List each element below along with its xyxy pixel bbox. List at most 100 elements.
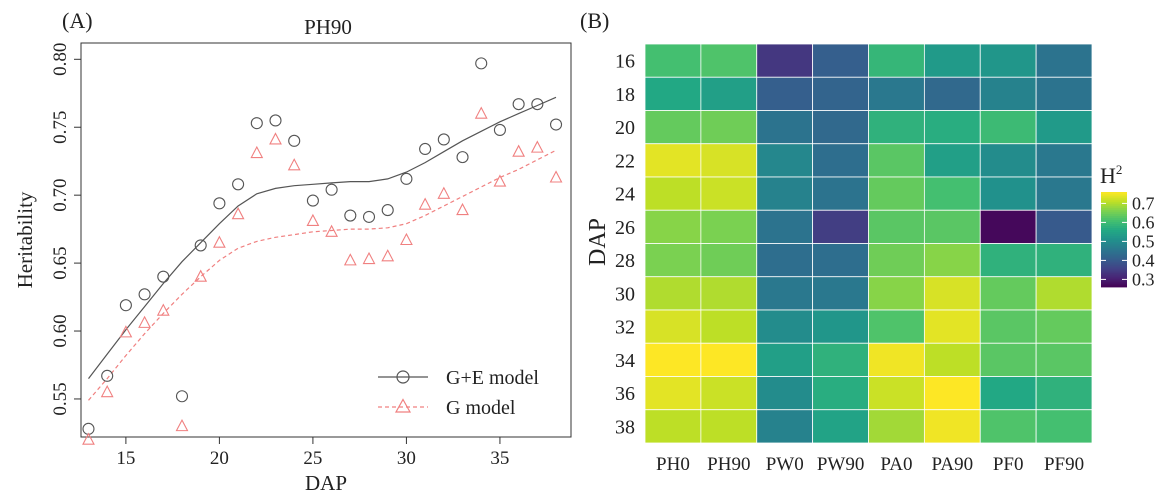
heatmap-cell	[700, 276, 758, 311]
panel-a-plot-frame	[80, 42, 572, 438]
heatmap-cell	[979, 376, 1037, 411]
data-point-circle	[119, 299, 132, 312]
heatmap-cell	[756, 43, 814, 78]
colorbar-segment	[1101, 243, 1127, 246]
data-point-triangle	[250, 145, 264, 159]
heatmap-cell	[644, 409, 702, 444]
heatmap-cell	[868, 376, 925, 411]
colorbar-segment	[1101, 225, 1127, 229]
heatmap-cell	[756, 176, 814, 211]
data-point-triangle	[325, 224, 339, 237]
data-point-triangle	[82, 432, 95, 445]
data-point-triangle	[156, 303, 170, 316]
heatmap-x-label: PW0	[766, 454, 804, 475]
colorbar-tick-label: 0.3	[1132, 269, 1155, 289]
colorbar-segment	[1101, 235, 1127, 238]
heatmap-cell	[923, 342, 981, 377]
colorbar-segment	[1101, 203, 1127, 207]
heatmap-cell	[1035, 76, 1093, 111]
data-point-circle	[549, 118, 563, 131]
panel-a-x-axis-label: DAP	[305, 471, 347, 495]
data-point-circle	[344, 209, 357, 222]
data-point-circle	[101, 369, 114, 382]
colorbar-segment	[1101, 221, 1127, 225]
heatmap-x-label: PA90	[932, 454, 974, 475]
panel-a-title: PH90	[304, 15, 352, 39]
heatmap-cell	[868, 76, 925, 111]
colorbar-segment	[1101, 267, 1127, 270]
panel-a-y-axis: 0.55 0.60 0.65 0.70 0.75 0.80	[50, 43, 81, 416]
heatmap-cell	[979, 409, 1037, 444]
heatmap-y-label: 34	[615, 350, 635, 372]
heatmap-cell	[868, 309, 925, 344]
colorbar-segment	[1101, 227, 1127, 231]
heatmap-cell	[644, 209, 702, 244]
colorbar-segment	[1101, 205, 1127, 209]
colorbar-segment	[1101, 233, 1127, 236]
legend-triangle-marker-icon	[394, 398, 412, 413]
colorbar-segment	[1101, 213, 1127, 217]
colorbar-segment	[1101, 255, 1127, 258]
heatmap-cell	[923, 276, 981, 311]
heatmap-cell	[1035, 276, 1093, 311]
data-point-circle	[493, 123, 506, 137]
heatmap-y-label: 24	[615, 184, 635, 206]
x-tick-label: 15	[116, 448, 135, 469]
heatmap-cell	[979, 143, 1037, 178]
colorbar-segment	[1101, 211, 1127, 215]
data-point-triangle	[512, 144, 526, 157]
smooth-line-circle	[88, 96, 557, 379]
colorbar-segment	[1101, 237, 1127, 240]
heatmap-cell	[868, 43, 925, 78]
heatmap-cell	[812, 143, 869, 178]
data-point-circle	[138, 288, 151, 301]
x-tick-label: 20	[210, 448, 229, 469]
heatmap-cell	[923, 143, 981, 178]
colorbar-segment	[1101, 275, 1127, 278]
heatmap-x-label: PA0	[880, 454, 912, 475]
legend-circle-marker-icon	[396, 370, 410, 384]
data-point-triangle	[100, 384, 114, 398]
colorbar-segment	[1101, 261, 1127, 264]
heatmap-cell	[923, 243, 981, 278]
heatmap-cell	[979, 342, 1037, 377]
data-point-circle	[288, 134, 301, 147]
colorbar-segment	[1101, 209, 1127, 213]
heatmap-cell	[700, 76, 758, 111]
heatmap-cell	[1035, 209, 1093, 244]
colorbar-segment	[1101, 241, 1127, 244]
legend-label-ge: G+E model	[446, 367, 539, 389]
data-point-triangle	[456, 202, 469, 216]
data-point-triangle	[212, 235, 226, 248]
x-tick-label: 25	[303, 448, 322, 469]
heatmap-cell	[700, 376, 758, 411]
panel-a-scatter-chart: (A) PH90 0.55 0.60 0.65 0.70 0.75 0.80 15 20 25…	[13, 8, 572, 495]
data-point-circle	[531, 98, 544, 111]
heatmap-x-label: PW90	[817, 454, 865, 475]
heatmap-cell	[644, 176, 702, 211]
heatmap-cell	[644, 110, 702, 145]
colorbar-segment	[1101, 257, 1127, 260]
heatmap-cell	[756, 342, 814, 377]
heatmap-cell	[979, 276, 1037, 311]
data-point-circle	[306, 194, 319, 207]
heatmap-cell	[812, 409, 869, 444]
heatmap-cell	[868, 209, 925, 244]
heatmap-y-label: 32	[615, 317, 635, 339]
data-point-circle	[437, 133, 450, 146]
heatmap-cell	[700, 342, 758, 377]
data-point-circle	[381, 204, 394, 217]
data-point-triangle	[306, 213, 320, 227]
heatmap-y-label: 18	[615, 84, 635, 106]
panel-b-x-tick-labels: PH0 PH90 PW0 PW90 PA0 PA90 PF0 PF90	[656, 454, 1084, 475]
data-point-circle	[175, 390, 189, 403]
data-point-triangle	[400, 232, 413, 246]
heatmap-cell	[644, 376, 702, 411]
data-point-circle	[213, 197, 226, 210]
colorbar-segment	[1101, 251, 1127, 254]
heatmap-cell	[812, 76, 869, 111]
colorbar-segment	[1101, 273, 1127, 276]
heatmap-cell	[756, 376, 814, 411]
heatmap-x-label: PF0	[993, 454, 1024, 475]
